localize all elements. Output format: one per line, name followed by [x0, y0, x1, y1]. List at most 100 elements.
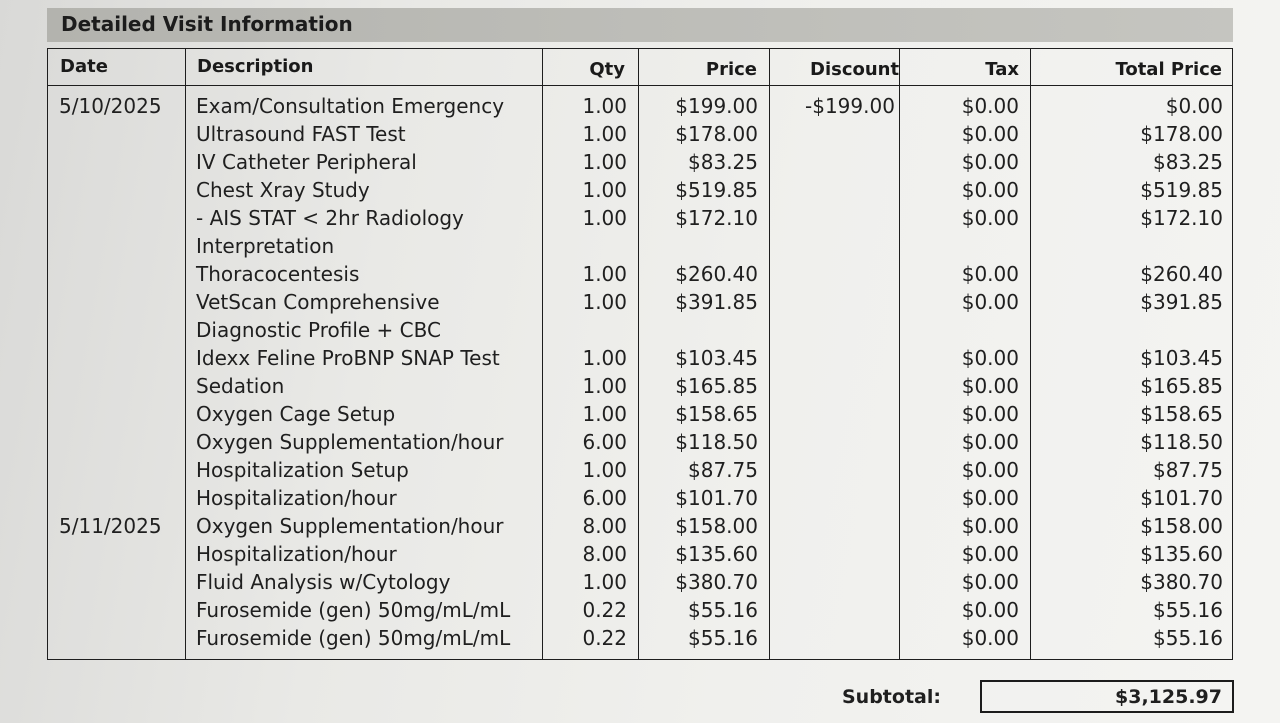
- row-description: Idexx Feline ProBNP SNAP Test: [196, 346, 500, 370]
- row-qty: 1.00: [582, 178, 627, 202]
- row-description: Fluid Analysis w/Cytology: [196, 570, 451, 594]
- row-date: 5/10/2025: [59, 94, 162, 118]
- row-total: $118.50: [1140, 430, 1223, 454]
- row-description: Oxygen Supplementation/hour: [196, 514, 504, 538]
- row-description: Oxygen Supplementation/hour: [196, 430, 504, 454]
- table-row: Ultrasound FAST Test 1.00 $178.00 $0.00 $178…: [0, 120, 1280, 148]
- row-tax: $0.00: [961, 486, 1019, 510]
- row-total: $0.00: [1165, 94, 1223, 118]
- row-description: Oxygen Cage Setup: [196, 402, 396, 426]
- row-qty: 1.00: [582, 290, 627, 314]
- row-total: $260.40: [1140, 262, 1223, 286]
- table-row: Sedation 1.00 $165.85 $0.00 $165.85: [0, 372, 1280, 400]
- row-total: $178.00: [1140, 122, 1223, 146]
- row-qty: 0.22: [582, 626, 627, 650]
- row-total: $103.45: [1140, 346, 1223, 370]
- row-tax: $0.00: [961, 206, 1019, 230]
- row-qty: 6.00: [582, 486, 627, 510]
- row-tax: $0.00: [961, 570, 1019, 594]
- column-divider-description: [542, 49, 543, 659]
- row-description: Interpretation: [196, 234, 335, 258]
- column-divider-date: [185, 49, 186, 659]
- row-total: $380.70: [1140, 570, 1223, 594]
- row-description: IV Catheter Peripheral: [196, 150, 417, 174]
- row-tax: $0.00: [961, 514, 1019, 538]
- row-qty: 0.22: [582, 598, 627, 622]
- section-title: Detailed Visit Information: [47, 8, 1233, 42]
- table-row: 5/10/2025 Exam/Consultation Emergency 1.00…: [0, 92, 1280, 120]
- row-total: $158.00: [1140, 514, 1223, 538]
- visit-table: Date Description Qty Price Discount Tax …: [47, 48, 1233, 660]
- column-header-discount: Discount: [810, 59, 900, 80]
- column-header-price: Price: [705, 59, 757, 80]
- table-row: Furosemide (gen) 50mg/mL/mL 0.22 $55.16 $0.…: [0, 624, 1280, 652]
- row-qty: 8.00: [582, 542, 627, 566]
- row-price: $199.00: [675, 94, 758, 118]
- row-price: $178.00: [675, 122, 758, 146]
- table-row: Fluid Analysis w/Cytology 1.00 $380.70 $0.0…: [0, 568, 1280, 596]
- row-tax: $0.00: [961, 598, 1019, 622]
- row-qty: 1.00: [582, 122, 627, 146]
- column-divider-price: [769, 49, 770, 659]
- table-body: 5/10/2025 Exam/Consultation Emergency 1.00…: [0, 92, 1280, 652]
- row-tax: $0.00: [961, 122, 1019, 146]
- row-price: $158.00: [675, 514, 758, 538]
- row-description: VetScan Comprehensive: [196, 290, 440, 314]
- row-tax: $0.00: [961, 150, 1019, 174]
- column-header-description: Description: [197, 56, 314, 77]
- column-divider-discount: [899, 49, 900, 659]
- row-tax: $0.00: [961, 458, 1019, 482]
- row-qty: 1.00: [582, 458, 627, 482]
- row-qty: 1.00: [582, 402, 627, 426]
- row-qty: 6.00: [582, 430, 627, 454]
- row-qty: 1.00: [582, 374, 627, 398]
- row-price: $101.70: [675, 486, 758, 510]
- table-row: 5/11/2025 Oxygen Supplementation/hour 8.00…: [0, 512, 1280, 540]
- row-qty: 1.00: [582, 346, 627, 370]
- row-qty: 1.00: [582, 570, 627, 594]
- row-qty: 1.00: [582, 150, 627, 174]
- row-description: Hospitalization/hour: [196, 486, 397, 510]
- table-row: - AIS STAT < 2hr Radiology 1.00 $172.10 $0.…: [0, 204, 1280, 232]
- row-price: $172.10: [675, 206, 758, 230]
- row-tax: $0.00: [961, 346, 1019, 370]
- row-date: 5/11/2025: [59, 514, 162, 538]
- row-total: $391.85: [1140, 290, 1223, 314]
- row-description: Diagnostic Profile + CBC: [196, 318, 441, 342]
- row-total: $87.75: [1153, 458, 1223, 482]
- column-divider-tax: [1030, 49, 1031, 659]
- header-divider: [48, 85, 1232, 86]
- table-row: VetScan Comprehensive 1.00 $391.85 $0.00 $39…: [0, 288, 1280, 316]
- row-description: Furosemide (gen) 50mg/mL/mL: [196, 598, 511, 622]
- row-total: $519.85: [1140, 178, 1223, 202]
- table-row: Furosemide (gen) 50mg/mL/mL 0.22 $55.16 $0.…: [0, 596, 1280, 624]
- table-row: Diagnostic Profile + CBC: [0, 316, 1280, 344]
- row-description: Hospitalization Setup: [196, 458, 409, 482]
- row-tax: $0.00: [961, 374, 1019, 398]
- table-row: Oxygen Supplementation/hour 6.00 $118.50 $0…: [0, 428, 1280, 456]
- row-tax: $0.00: [961, 626, 1019, 650]
- row-description: Exam/Consultation Emergency: [196, 94, 505, 118]
- row-qty: 1.00: [582, 206, 627, 230]
- subtotal-label: Subtotal:: [842, 686, 941, 708]
- table-row: Thoracocentesis 1.00 $260.40 $0.00 $260.40: [0, 260, 1280, 288]
- row-description: Furosemide (gen) 50mg/mL/mL: [196, 626, 511, 650]
- row-price: $391.85: [675, 290, 758, 314]
- row-tax: $0.00: [961, 430, 1019, 454]
- row-price: $118.50: [675, 430, 758, 454]
- row-description: - AIS STAT < 2hr Radiology: [196, 206, 464, 230]
- column-header-qty: Qty: [589, 59, 625, 80]
- table-row: IV Catheter Peripheral 1.00 $83.25 $0.00 $83…: [0, 148, 1280, 176]
- subtotal-box: $3,125.97: [980, 680, 1234, 713]
- column-header-total: Total Price: [1115, 59, 1222, 80]
- row-description: Thoracocentesis: [196, 262, 360, 286]
- row-price: $519.85: [675, 178, 758, 202]
- table-row: Hospitalization/hour 8.00 $135.60 $0.00 $135…: [0, 540, 1280, 568]
- row-tax: $0.00: [961, 542, 1019, 566]
- table-row: Hospitalization/hour 6.00 $101.70 $0.00 $101…: [0, 484, 1280, 512]
- row-total: $172.10: [1140, 206, 1223, 230]
- row-total: $55.16: [1153, 626, 1223, 650]
- row-total: $165.85: [1140, 374, 1223, 398]
- row-price: $380.70: [675, 570, 758, 594]
- table-row: Chest Xray Study 1.00 $519.85 $0.00 $519.85: [0, 176, 1280, 204]
